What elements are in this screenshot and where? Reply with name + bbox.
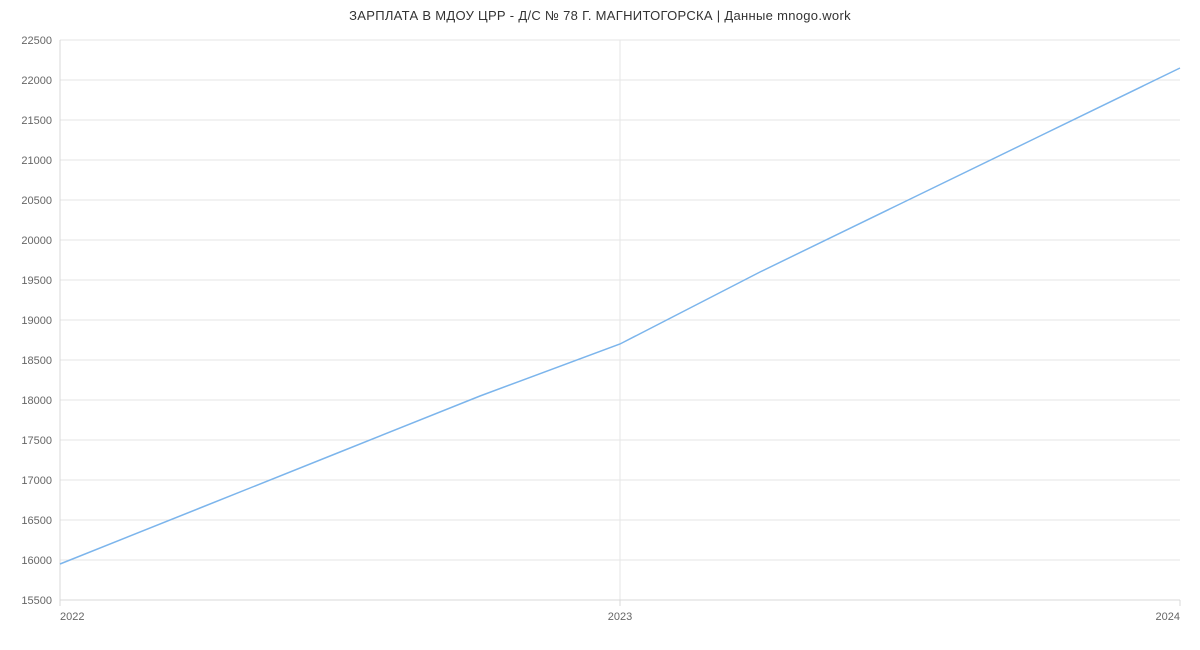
y-tick-label: 21000	[21, 155, 52, 167]
y-tick-label: 18000	[21, 395, 52, 407]
y-tick-label: 21500	[21, 115, 52, 127]
x-tick-label: 2023	[608, 611, 632, 623]
y-tick-label: 22000	[21, 75, 52, 87]
y-tick-label: 20000	[21, 235, 52, 247]
line-chart: 15500 16000 16500 17000 17500 18000 18500 19000…	[0, 0, 1200, 650]
y-tick-label: 19500	[21, 275, 52, 287]
chart-title: ЗАРПЛАТА В МДОУ ЦРР - Д/С № 78 Г. МАГНИТ…	[0, 8, 1200, 23]
y-tick-label: 22500	[21, 35, 52, 47]
y-tick-label: 15500	[21, 595, 52, 607]
y-tick-label: 17000	[21, 475, 52, 487]
y-tick-label: 20500	[21, 195, 52, 207]
x-tick-label: 2024	[1156, 611, 1180, 623]
y-tick-label: 17500	[21, 435, 52, 447]
x-tick-label: 2022	[60, 611, 84, 623]
y-tick-label: 16000	[21, 555, 52, 567]
y-tick-label: 18500	[21, 355, 52, 367]
chart-container: ЗАРПЛАТА В МДОУ ЦРР - Д/С № 78 Г. МАГНИТ…	[0, 0, 1200, 650]
y-tick-label: 19000	[21, 315, 52, 327]
y-tick-label: 16500	[21, 515, 52, 527]
